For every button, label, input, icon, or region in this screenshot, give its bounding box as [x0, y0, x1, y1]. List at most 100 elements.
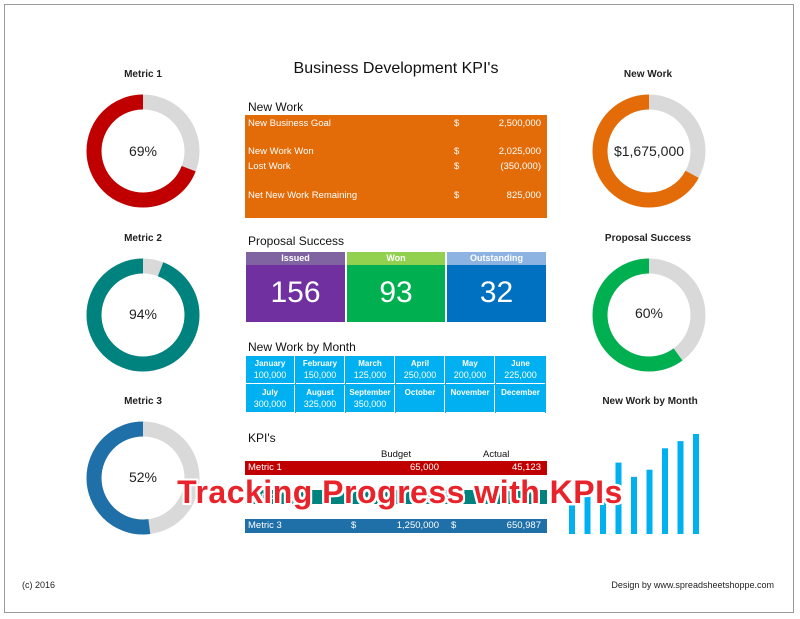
bar-chart-title: New Work by Month [602, 396, 698, 407]
month-name: April [410, 359, 430, 368]
month-cell: March 125,000 [346, 356, 395, 384]
bar-may [631, 476, 637, 534]
metric-2-value: 94% [128, 306, 158, 322]
new-work-ring-title: New Work [623, 69, 673, 80]
new-work-row-value: 2,500,000 [498, 118, 541, 129]
new-work-row: Lost Work $ (350,000) [248, 161, 541, 173]
proposal-success-section-title: Proposal Success [248, 234, 345, 248]
month-name: September [349, 388, 391, 397]
new-work-row-currency: $ [454, 118, 460, 129]
bar-february [584, 491, 591, 534]
month-value: 100,000 [253, 370, 287, 380]
kpi-row-name: Metric 1 [248, 462, 282, 473]
bar-july [662, 448, 668, 534]
new-work-panel: New Business Goal $ 2,500,000 New Work W… [245, 115, 547, 218]
month-name: May [462, 359, 478, 368]
month-cell: July 300,000 [246, 385, 295, 413]
month-cell: May 200,000 [446, 356, 495, 384]
donut-progress [86, 421, 200, 535]
outstanding-tile-value: 32 [479, 276, 514, 309]
won-tile-header: Won [347, 252, 445, 265]
overlay-banner-text: Tracking Progress with KPIs [177, 474, 623, 510]
new-work-section-title: New Work [248, 100, 304, 114]
page-title: Business Development KPI's [293, 60, 499, 77]
metric-1-donut [86, 94, 200, 208]
month-value: 125,000 [353, 370, 387, 380]
metric-1-title: Metric 1 [124, 69, 162, 80]
new-work-row-currency: $ [454, 161, 460, 172]
new-work-ring-value: $1,675,000 [613, 143, 685, 159]
new-work-row-value: (350,000) [500, 161, 541, 172]
new-work-row: Net New Work Remaining $ 825,000 [248, 190, 541, 202]
new-work-row-label: Lost Work [248, 161, 291, 172]
donut-progress [86, 258, 200, 372]
month-cell: January 100,000 [246, 356, 295, 384]
month-value: 300,000 [253, 399, 287, 409]
won-tile: Won 93 [347, 252, 445, 322]
bar-march [600, 498, 606, 534]
month-cell: June 225,000 [496, 356, 545, 384]
new-work-row-value: 2,025,000 [498, 146, 541, 157]
month-cell: October [396, 385, 445, 413]
new-work-row-currency: $ [454, 190, 460, 201]
month-cell: December [496, 385, 545, 413]
issued-tile-header: Issued [246, 252, 345, 265]
month-name: November [450, 388, 490, 397]
metric-3-value: 52% [128, 469, 158, 485]
bar-january [569, 505, 575, 534]
metric-1-value: 69% [128, 143, 158, 159]
kpi-row-actual: 650,987 [506, 520, 541, 531]
outstanding-tile-header: Outstanding [447, 252, 546, 265]
won-tile-value: 93 [379, 276, 413, 309]
month-value: 200,000 [453, 370, 487, 380]
month-name: October [404, 388, 436, 397]
kpi-row-budget: 1,250,000 [396, 520, 439, 531]
issued-tile-value: 156 [270, 276, 321, 309]
month-cell: April 250,000 [396, 356, 445, 384]
new-work-row-currency: $ [454, 146, 460, 157]
new-work-by-month-section-title: New Work by Month [248, 340, 356, 354]
proposal-success-ring-title: Proposal Success [604, 233, 692, 244]
month-value: 350,000 [353, 399, 387, 409]
bar-april [615, 462, 622, 534]
kpi-row-name: Metric 3 [248, 520, 282, 531]
kpi-actual-header: Actual [483, 449, 510, 460]
new-work-by-month-bar-chart [569, 434, 699, 534]
metric-2-title: Metric 2 [124, 233, 162, 244]
new-work-by-month-grid: January 100,000 February 150,000 March 125,… [246, 356, 546, 413]
new-work-row: New Work Won $ 2,025,000 [248, 146, 541, 158]
month-cell: August 325,000 [296, 385, 345, 413]
month-value: 325,000 [303, 399, 337, 409]
kpi-row-budget: 65,000 [409, 462, 439, 473]
issued-tile: Issued 156 [246, 252, 345, 322]
bar-june [646, 469, 653, 534]
month-name: August [306, 388, 334, 397]
kpi-row-metric-2: Metric 2 [245, 490, 547, 504]
new-work-row-label: New Work Won [248, 146, 314, 157]
donut-progress [592, 258, 706, 372]
month-name: June [511, 359, 530, 368]
donut-progress [86, 94, 200, 208]
month-name: December [501, 388, 540, 397]
new-work-row-label: New Business Goal [248, 118, 331, 129]
kpi-row-budget-currency: $ [351, 520, 357, 531]
month-cell: November [446, 385, 495, 413]
bar-august [677, 441, 684, 534]
month-name: March [358, 359, 382, 368]
month-cell: September 350,000 [346, 385, 395, 413]
month-value: 150,000 [303, 370, 337, 380]
kpi-row-metric-3: Metric 3 $ 1,250,000 $ 650,987 [245, 519, 547, 533]
kpi-row-name: Metric 2 [248, 491, 282, 502]
proposal-success-ring-value: 60% [634, 305, 664, 321]
donut-progress [592, 94, 706, 208]
month-value: 250,000 [403, 370, 437, 380]
kpi-row-actual: 45,123 [511, 462, 541, 473]
new-work-row-value: 825,000 [506, 190, 541, 201]
month-value: 225,000 [504, 370, 537, 380]
month-name: January [254, 359, 286, 368]
month-name: February [302, 359, 338, 368]
footer-credit: Design by www.spreadsheetshoppe.com [611, 580, 774, 590]
metric-3-donut [86, 421, 200, 535]
kpi-row-metric-1: Metric 1 65,000 45,123 [245, 461, 547, 475]
footer-copyright: (c) 2016 [22, 580, 56, 590]
